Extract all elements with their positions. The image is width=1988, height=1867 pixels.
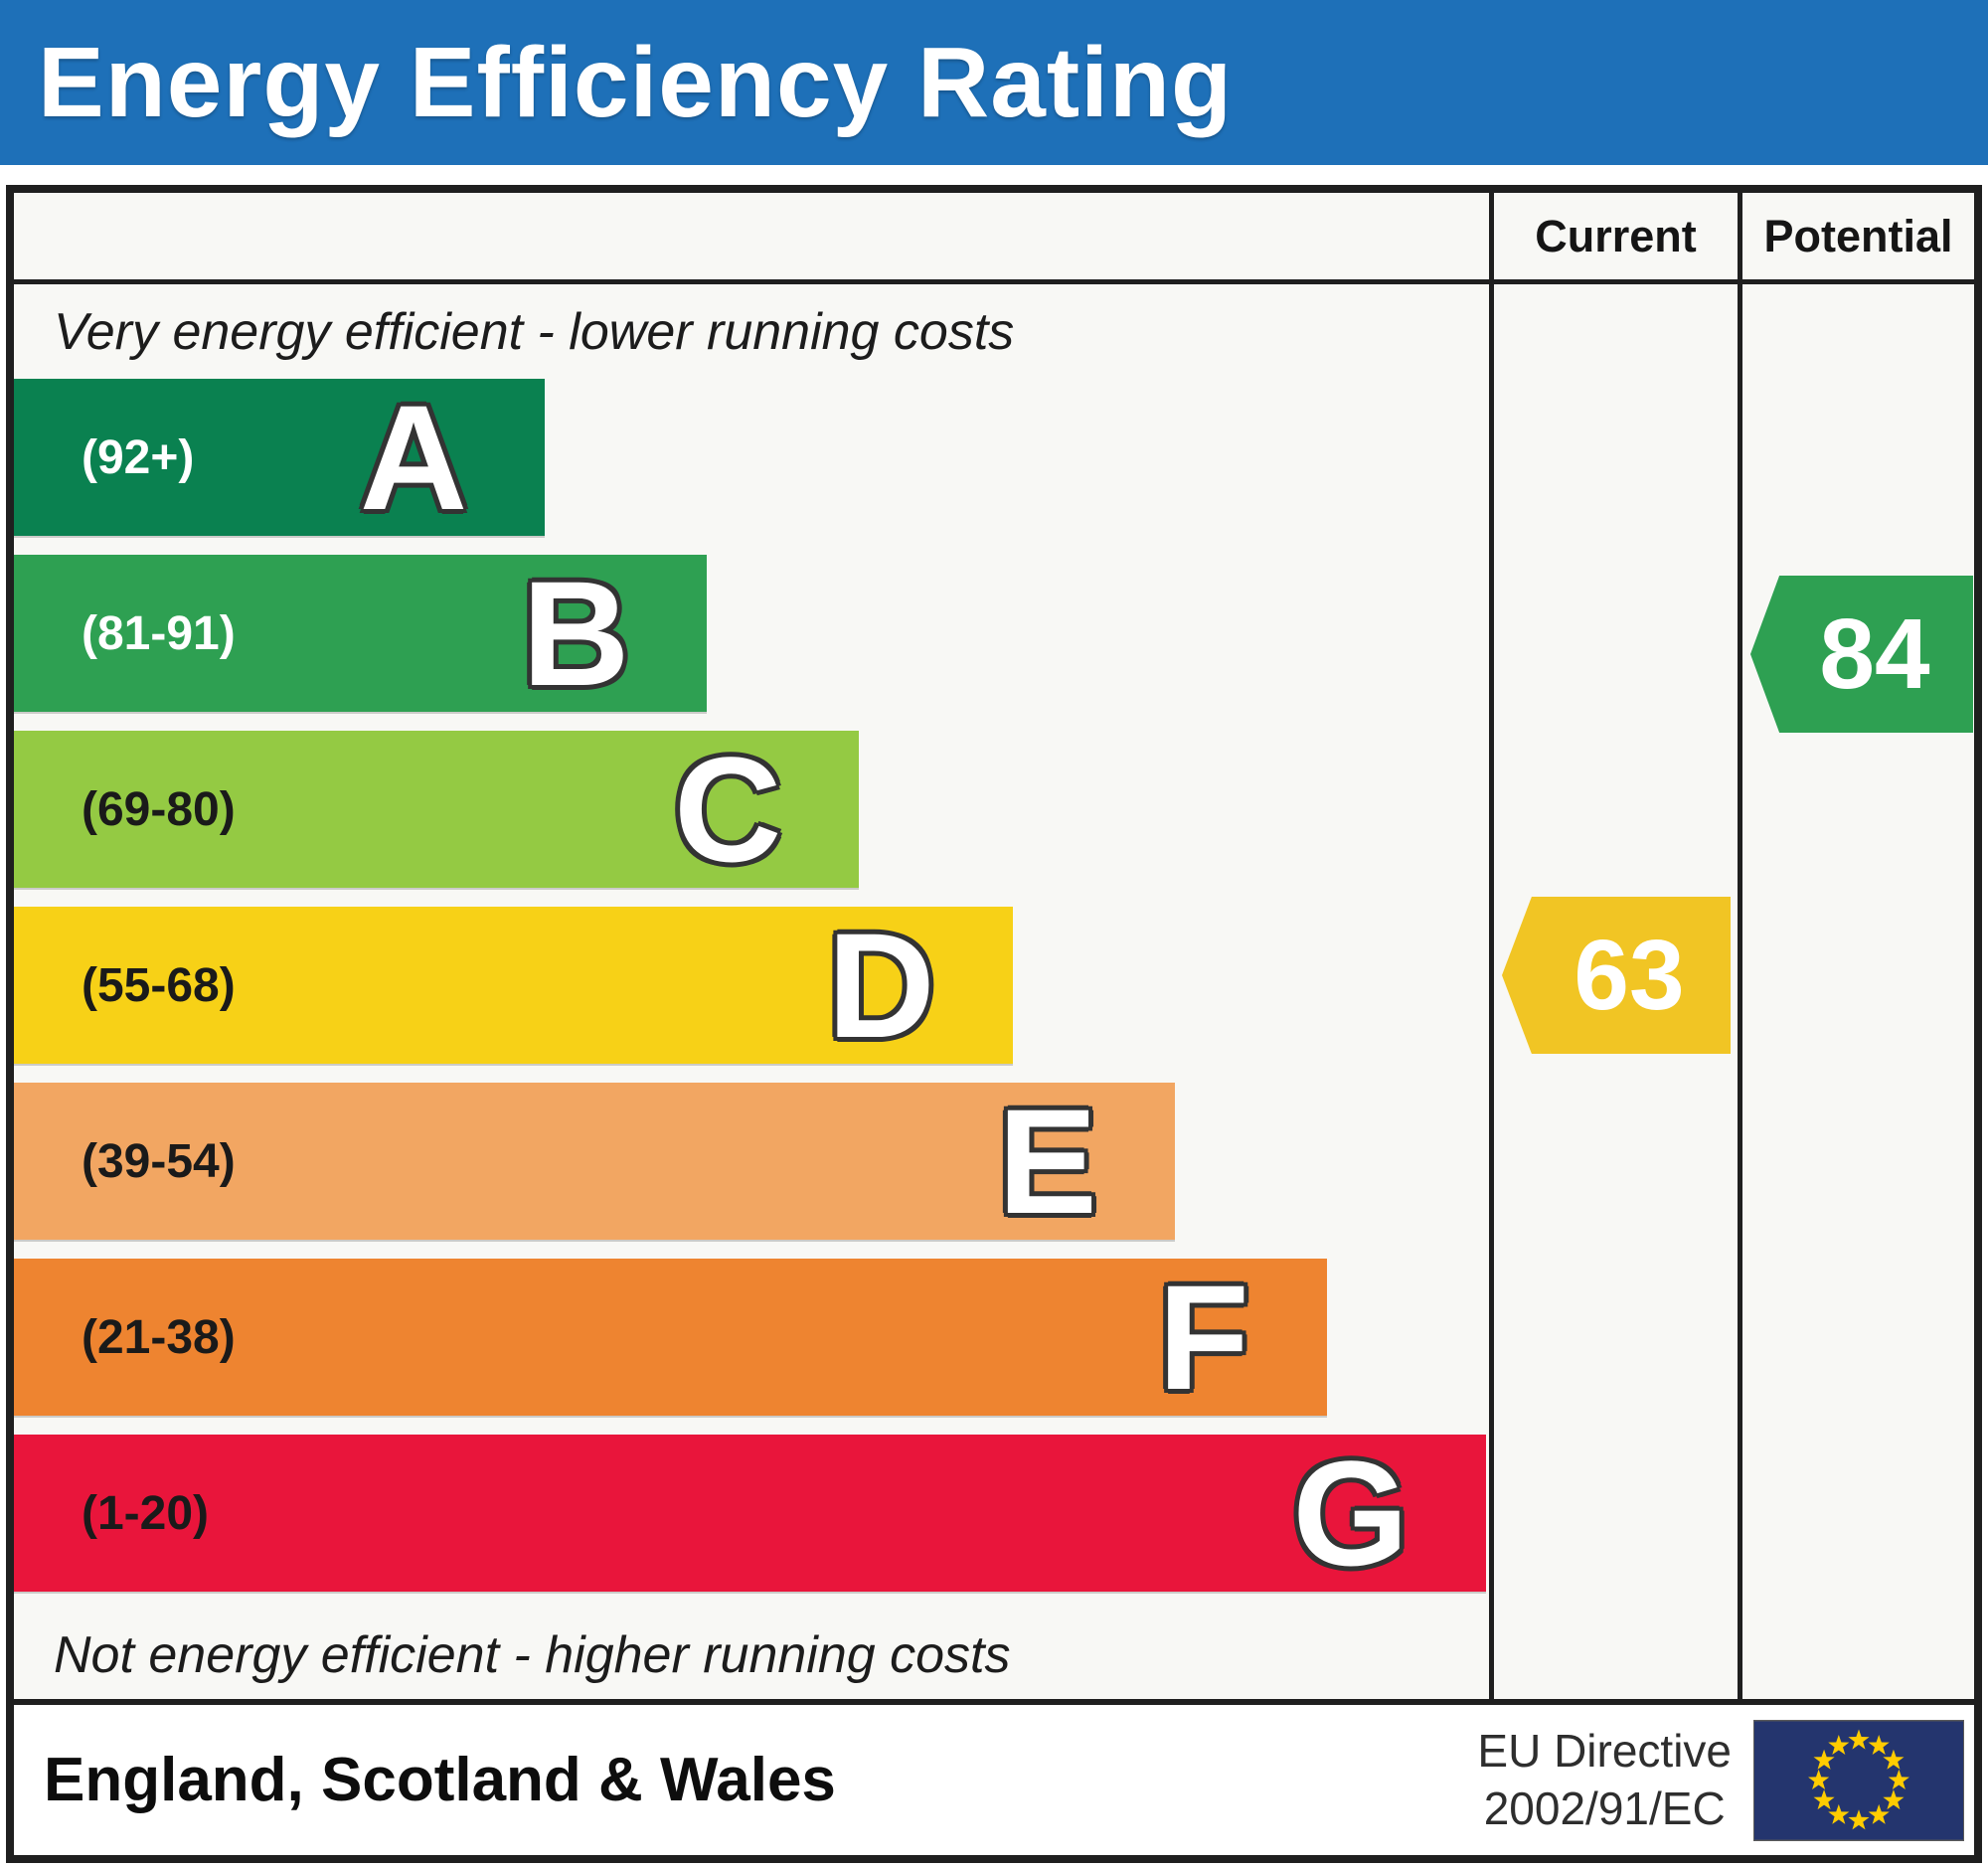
- potential-column-header: Potential: [1738, 193, 1974, 284]
- band-row-d: (55-68) D: [14, 907, 1013, 1064]
- band-range: (55-68): [82, 958, 236, 1012]
- region-label: England, Scotland & Wales: [44, 1746, 836, 1814]
- band-letter: F: [1158, 1254, 1249, 1421]
- current-column: 63: [1489, 284, 1738, 1699]
- potential-column: 84: [1738, 284, 1974, 1699]
- bottom-note: Not energy efficient - higher running co…: [54, 1625, 1011, 1684]
- band-row-e: (39-54) E: [14, 1083, 1175, 1240]
- band-letter: B: [522, 550, 630, 717]
- bands-area: Very energy efficient - lower running co…: [14, 284, 1489, 1699]
- band-letter: D: [827, 902, 935, 1069]
- potential-header-label: Potential: [1763, 210, 1953, 261]
- rating-table: Current Potential Very energy efficient …: [14, 193, 1974, 1699]
- current-header-label: Current: [1535, 210, 1697, 261]
- eu-directive-line1: EU Directive: [1477, 1725, 1732, 1777]
- eu-directive-label: EU Directive 2002/91/EC: [1477, 1723, 1732, 1837]
- band-letter: A: [359, 374, 468, 541]
- page-title: Energy Efficiency Rating: [38, 26, 1234, 138]
- header-spacer: [14, 193, 1489, 284]
- eu-flag-icon: [1753, 1719, 1964, 1841]
- eu-directive-line2: 2002/91/EC: [1483, 1782, 1726, 1834]
- band-row-f: (21-38) F: [14, 1259, 1327, 1416]
- potential-value: 84: [1819, 598, 1930, 710]
- current-value: 63: [1574, 920, 1685, 1031]
- band-row-a: (92+) A: [14, 374, 546, 541]
- band-range: (21-38): [82, 1310, 236, 1364]
- current-column-header: Current: [1489, 193, 1738, 284]
- band-range: (92+): [82, 430, 195, 484]
- footer: England, Scotland & Wales EU Directive 2…: [14, 1699, 1974, 1855]
- band-range: (69-80): [82, 782, 236, 836]
- band-row-b: (81-91) B: [14, 550, 708, 717]
- band-letter: G: [1292, 1430, 1409, 1597]
- potential-arrow: 84: [1750, 576, 1973, 733]
- current-arrow: 63: [1502, 897, 1731, 1054]
- band-row-c: (69-80) C: [14, 726, 860, 893]
- band-row-g: (1-20) G: [14, 1430, 1487, 1597]
- band-range: (1-20): [82, 1486, 210, 1540]
- band-range: (39-54): [82, 1134, 236, 1188]
- title-bar: Energy Efficiency Rating: [0, 0, 1988, 165]
- band-letter: C: [674, 726, 782, 893]
- band-letter: E: [997, 1078, 1097, 1245]
- band-range: (81-91): [82, 606, 236, 660]
- top-note: Very energy efficient - lower running co…: [54, 302, 1015, 361]
- rating-frame: Current Potential Very energy efficient …: [6, 185, 1982, 1863]
